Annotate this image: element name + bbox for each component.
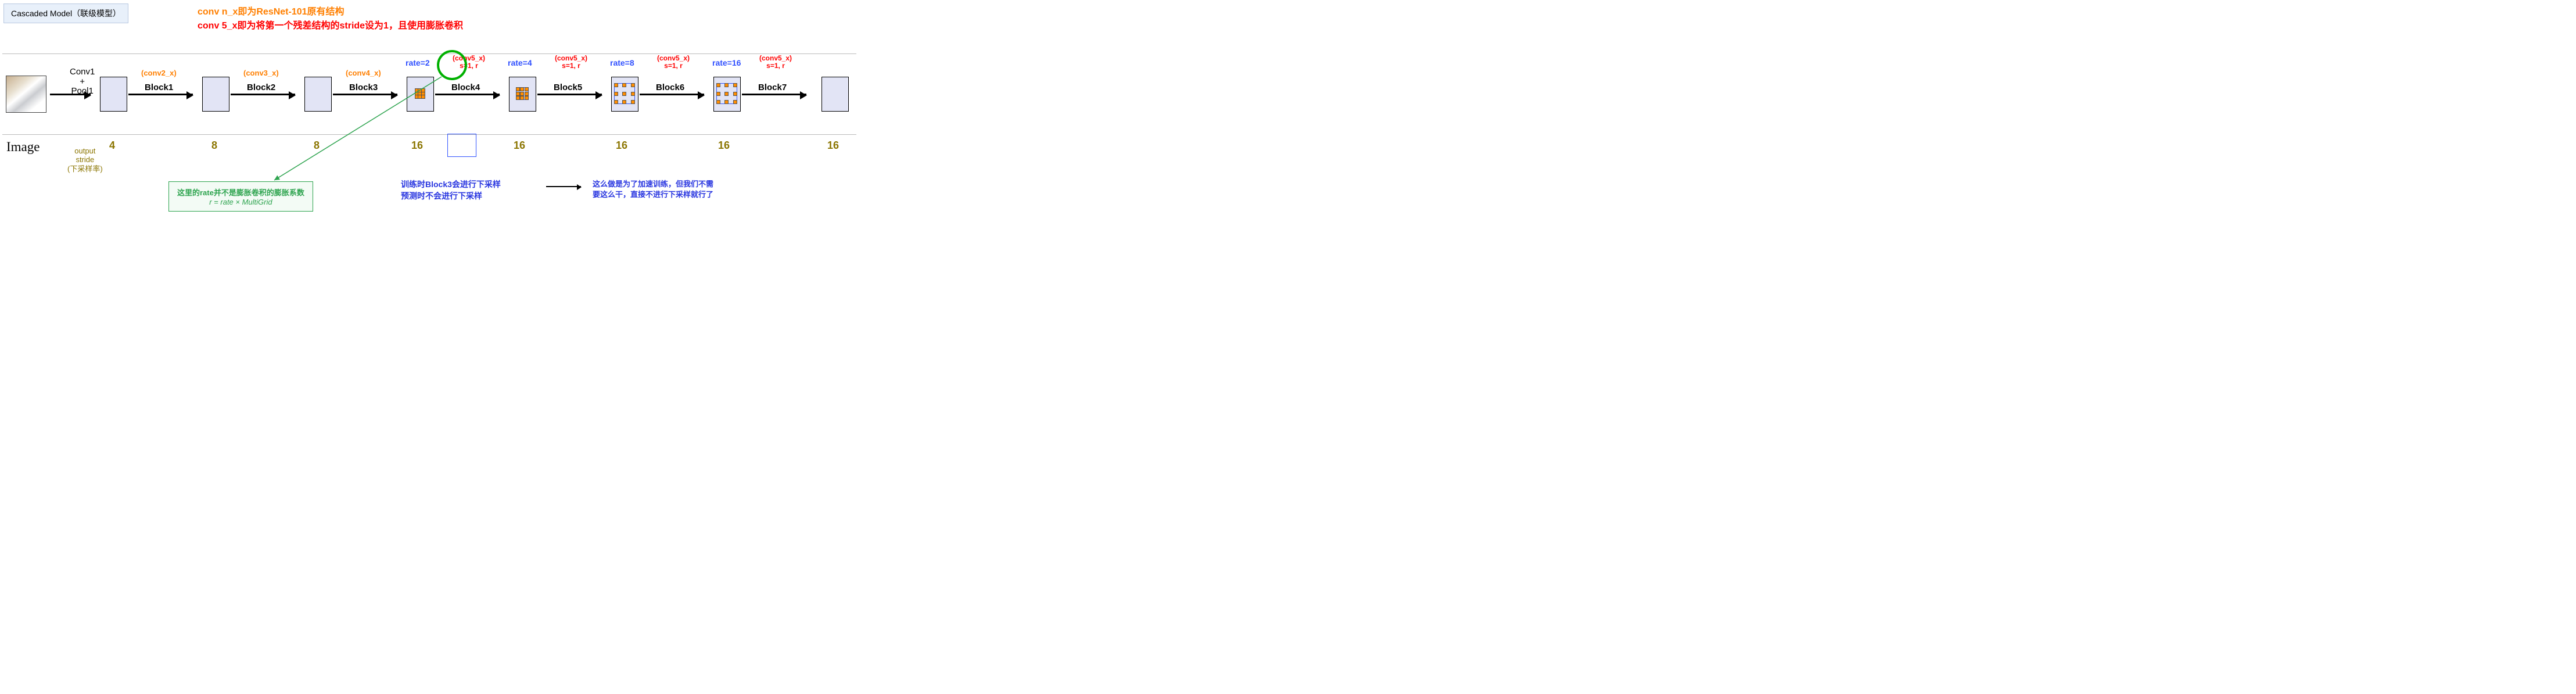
block-label: Block5 <box>554 83 582 92</box>
block-1 <box>100 77 127 112</box>
stride-value: 4 <box>109 139 115 152</box>
green-note-box: 这里的rate并不是膨胀卷积的膨胀系数 r = rate × MultiGrid <box>168 181 313 212</box>
arrow-3 <box>333 94 397 95</box>
conv-label: (conv2_x) <box>141 69 177 77</box>
header-orange: conv n_x即为ResNet-101原有结构 <box>198 3 345 17</box>
block-label: Block6 <box>656 83 684 92</box>
rate-label: rate=16 <box>712 58 741 67</box>
arrow-5 <box>537 94 602 95</box>
header-red: conv 5_x即为将第一个残差结构的stride设为1，且使用膨胀卷积 <box>198 17 463 31</box>
final-stride: 16 <box>827 139 839 152</box>
stride-value: 16 <box>718 139 730 152</box>
dilation-icon <box>415 88 425 99</box>
arrow-6 <box>640 94 704 95</box>
conv5-label: (conv5_x) s=1, r <box>759 55 792 70</box>
stride-value: 8 <box>211 139 217 152</box>
block-label: Block4 <box>451 83 480 92</box>
block-label: Block1 <box>145 83 173 92</box>
rate-label: rate=4 <box>508 58 532 67</box>
arrow-4 <box>435 94 500 95</box>
title-text: Cascaded Model（联级模型） <box>11 9 121 18</box>
conv5-label: (conv5_x) s=1, r <box>555 55 587 70</box>
stride-value: 16 <box>616 139 627 152</box>
block-2 <box>202 77 229 112</box>
conv5-label: (conv5_x) s=1, r <box>657 55 690 70</box>
arrow-0 <box>50 94 91 95</box>
input-image <box>6 76 46 113</box>
dilation-icon <box>716 83 737 104</box>
rate-label: rate=8 <box>610 58 634 67</box>
rate2-circle <box>437 50 467 80</box>
output-stride-label: output stride (下采样率) <box>67 137 103 173</box>
blue-note: 训练时Block3会进行下采样 预测时不会进行下采样 <box>401 179 501 202</box>
title-box: Cascaded Model（联级模型） <box>3 3 128 23</box>
arrow-7 <box>742 94 806 95</box>
block-label: Block2 <box>247 83 275 92</box>
arrow-2 <box>231 94 295 95</box>
right-note: 这么做是为了加速训练，但我们不需 要这么干，直接不进行下采样就行了 <box>593 179 713 200</box>
note-arrow <box>546 186 581 187</box>
stride-value: 16 <box>411 139 423 152</box>
conv-label: (conv3_x) <box>243 69 279 77</box>
dilation-icon <box>614 83 635 104</box>
final-block <box>821 77 849 112</box>
green-note-l1: 这里的rate并不是膨胀卷积的膨胀系数 <box>177 187 304 198</box>
blue-stride-box <box>447 134 476 157</box>
stride-value: 16 <box>514 139 525 152</box>
image-label: Image <box>6 139 40 155</box>
block-3 <box>304 77 332 112</box>
block-label: Block3 <box>349 83 378 92</box>
rate-label: rate=2 <box>406 58 430 67</box>
green-note-l2: r = rate × MultiGrid <box>177 198 304 206</box>
stride-value: 8 <box>314 139 320 152</box>
conv-label: (conv4_x) <box>346 69 381 77</box>
block-label: Block7 <box>758 83 787 92</box>
dilation-icon <box>516 87 529 100</box>
arrow-1 <box>128 94 193 95</box>
